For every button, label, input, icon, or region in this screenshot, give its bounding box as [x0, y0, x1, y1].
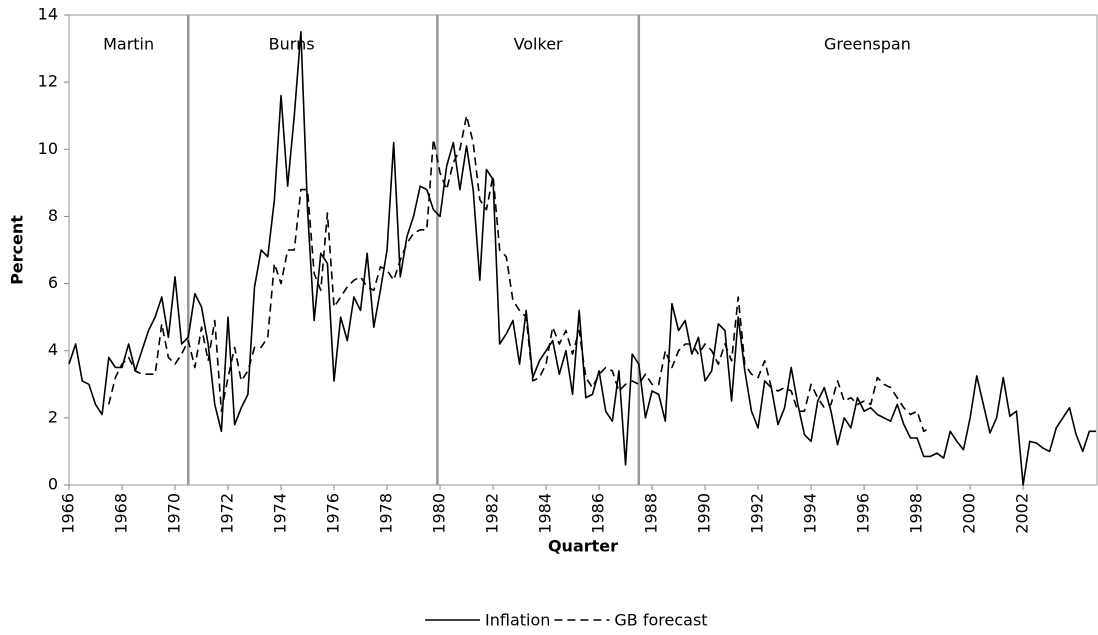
x-tick-label: 1972 — [218, 493, 237, 534]
series-line — [107, 114, 931, 433]
y-tick-label: 6 — [48, 273, 58, 292]
y-tick-label: 0 — [48, 475, 58, 494]
x-tick-label: 1976 — [324, 493, 343, 534]
x-tick-label: 1988 — [642, 493, 661, 534]
x-tick-label: 1990 — [695, 493, 714, 534]
x-tick-label: 1974 — [271, 493, 290, 534]
x-tick-label: 1998 — [907, 493, 926, 534]
y-tick-label: 10 — [38, 139, 58, 158]
x-tick-label: 1986 — [589, 493, 608, 534]
era-label: Burns — [269, 35, 315, 54]
series-line — [68, 30, 1096, 486]
x-tick-label: 1980 — [430, 493, 449, 534]
era-label: Martin — [103, 35, 154, 54]
y-tick-label: 4 — [48, 340, 58, 359]
x-tick-label: 1966 — [59, 493, 78, 534]
y-tick-label: 8 — [48, 206, 58, 225]
x-tick-label: 1996 — [854, 493, 873, 534]
legend-label: GB forecast — [614, 611, 707, 630]
y-axis-label: Percent — [8, 215, 27, 285]
x-tick-label: 2002 — [1013, 493, 1032, 534]
x-tick-label: 1978 — [377, 493, 396, 534]
y-tick-label: 12 — [38, 72, 58, 91]
x-tick-label: 2000 — [960, 493, 979, 534]
y-tick-label: 14 — [38, 5, 58, 24]
x-tick-label: 1970 — [165, 493, 184, 534]
x-tick-label: 1994 — [801, 493, 820, 534]
x-tick-label: 1968 — [112, 493, 131, 534]
era-label: Greenspan — [824, 35, 911, 54]
x-tick-label: 1992 — [748, 493, 767, 534]
legend-label: Inflation — [485, 611, 550, 630]
x-tick-label: 1984 — [536, 493, 555, 534]
x-axis-label: Quarter — [548, 537, 618, 556]
plot-frame — [68, 14, 1098, 486]
x-tick-label: 1982 — [483, 493, 502, 534]
y-tick-label: 2 — [48, 407, 58, 426]
era-label: Volker — [514, 35, 563, 54]
